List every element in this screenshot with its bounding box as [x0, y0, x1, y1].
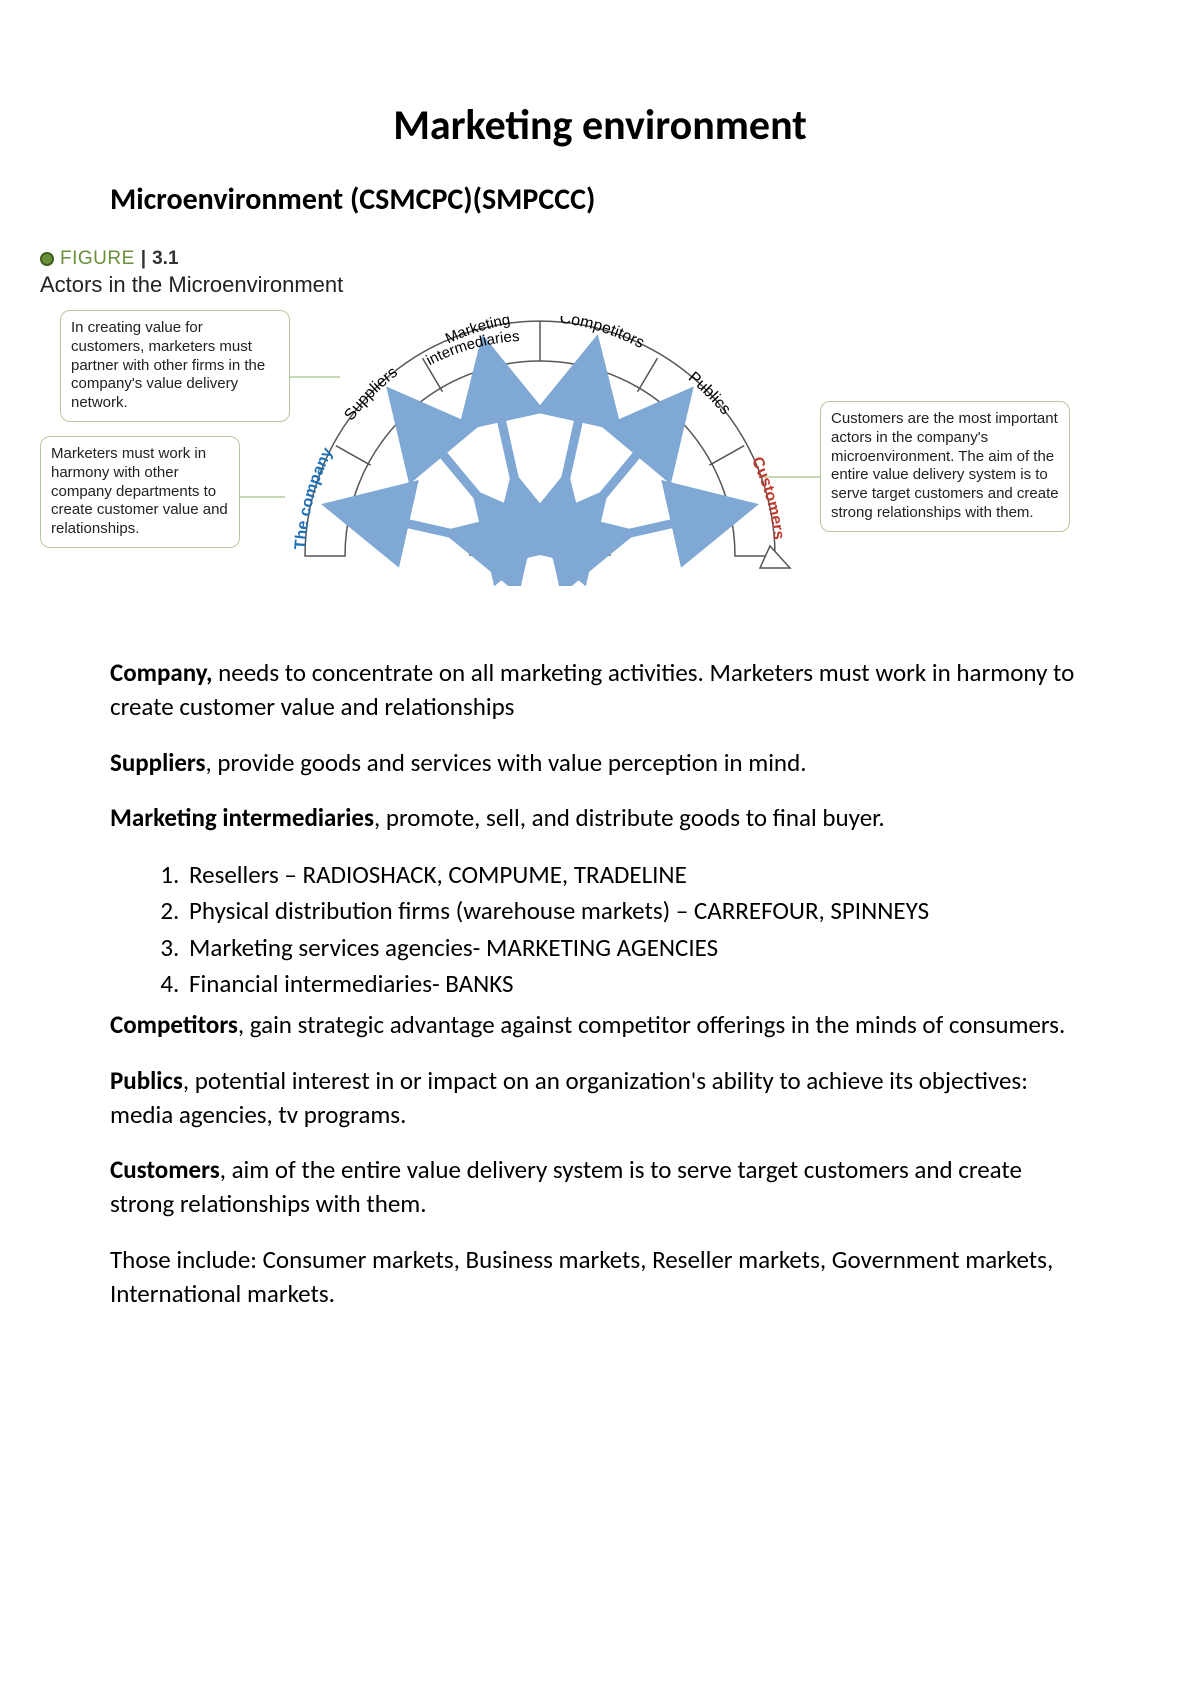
center-label: Marketing: [497, 536, 582, 556]
term-customers: Customers: [110, 1154, 220, 1185]
intermediaries-list: Resellers – RADIOSHACK, COMPUME, TRADELI…: [185, 857, 1090, 1002]
figure-label-word: FIGURE: [60, 248, 135, 270]
term-suppliers: Suppliers: [110, 747, 205, 778]
term-intermediaries: Marketing intermediaries: [110, 802, 374, 833]
list-item: Resellers – RADIOSHACK, COMPUME, TRADELI…: [185, 857, 1090, 893]
para-markets: Those include: Consumer markets, Busines…: [110, 1243, 1090, 1311]
figure-label: FIGURE | 3.1: [40, 248, 1160, 270]
text-customers: , aim of the entire value delivery syste…: [110, 1154, 1022, 1219]
term-company: Company,: [110, 657, 213, 688]
para-customers: Customers, aim of the entire value deliv…: [110, 1153, 1090, 1221]
text-company: needs to concentrate on all marketing ac…: [110, 657, 1074, 722]
text-competitors: , gain strategic advantage against compe…: [238, 1009, 1065, 1040]
callout-company-departments: Marketers must work in harmony with othe…: [40, 436, 240, 548]
para-suppliers: Suppliers, provide goods and services wi…: [110, 746, 1090, 780]
figure-bullet-icon: [40, 252, 54, 266]
para-intermediaries: Marketing intermediaries, promote, sell,…: [110, 801, 1090, 835]
text-publics: , potential interest in or impact on an …: [110, 1065, 1028, 1130]
text-intermediaries: , promote, sell, and distribute goods to…: [374, 802, 885, 833]
para-competitors: Competitors, gain strategic advantage ag…: [110, 1008, 1090, 1042]
term-competitors: Competitors: [110, 1009, 238, 1040]
figure-caption: Actors in the Microenvironment: [40, 272, 1160, 298]
para-publics: Publics, potential interest in or impact…: [110, 1064, 1090, 1132]
term-publics: Publics: [110, 1065, 183, 1096]
figure-label-number: 3.1: [152, 248, 178, 270]
figure-label-pipe: |: [141, 248, 146, 270]
section-subtitle: Microenvironment (CSMCPC)(SMPCCC): [110, 181, 1090, 218]
list-item: Marketing services agencies- MARKETING A…: [185, 930, 1090, 966]
microenvironment-diagram: In creating value for customers, markete…: [40, 306, 1070, 596]
arc-diagram-svg: Marketing The company Suppliers Marketin…: [260, 316, 820, 586]
body-text: Company, needs to concentrate on all mar…: [110, 656, 1090, 1310]
figure-3-1: FIGURE | 3.1 Actors in the Microenvironm…: [40, 248, 1160, 596]
page-title: Marketing environment: [110, 100, 1090, 151]
callout-value-network: In creating value for customers, markete…: [60, 310, 290, 422]
callout-customers: Customers are the most important actors …: [820, 401, 1070, 532]
text-suppliers: , provide goods and services with value …: [205, 747, 806, 778]
list-item: Financial intermediaries- BANKS: [185, 966, 1090, 1002]
para-company: Company, needs to concentrate on all mar…: [110, 656, 1090, 724]
list-item: Physical distribution firms (warehouse m…: [185, 893, 1090, 929]
